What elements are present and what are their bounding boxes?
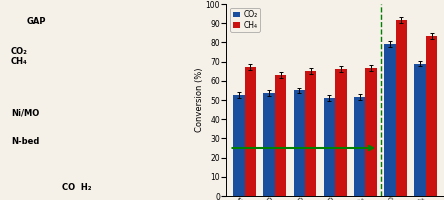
Bar xyxy=(233,95,245,196)
Text: CO₂
CH₄: CO₂ CH₄ xyxy=(11,47,28,66)
Bar xyxy=(426,36,437,196)
Bar xyxy=(354,97,365,196)
Bar xyxy=(414,64,426,196)
Bar xyxy=(384,44,396,196)
Y-axis label: Conversion (%): Conversion (%) xyxy=(195,68,204,132)
Text: N-bed: N-bed xyxy=(11,137,40,146)
Bar xyxy=(275,75,286,196)
Text: CO  H₂: CO H₂ xyxy=(62,183,91,192)
Bar xyxy=(293,90,305,196)
Bar xyxy=(305,71,317,196)
Bar xyxy=(263,93,275,196)
Text: GAP: GAP xyxy=(27,17,46,26)
Legend: CO₂, CH₄: CO₂, CH₄ xyxy=(230,8,260,32)
Bar xyxy=(365,68,377,196)
Bar xyxy=(335,69,347,196)
Text: Ni/MO: Ni/MO xyxy=(11,109,40,118)
Bar xyxy=(245,67,256,196)
Bar xyxy=(396,20,407,196)
Bar xyxy=(324,98,335,196)
